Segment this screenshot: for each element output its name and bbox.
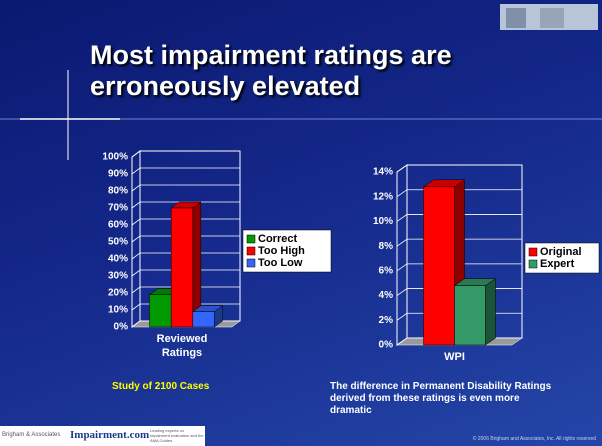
y-tick-label: 6% [379, 265, 394, 276]
y-tick-label: 2% [379, 315, 394, 326]
legend-swatch [246, 234, 256, 244]
logo-company: Brigham & Associates [2, 432, 61, 438]
y-tick-label: 100% [102, 152, 128, 163]
y-tick-label: 12% [373, 191, 393, 202]
legend-swatch [246, 246, 256, 256]
caption: Study of 2100 Cases [112, 381, 210, 392]
y-tick-label: 90% [108, 169, 128, 180]
bar-front [149, 294, 172, 328]
header-photo-part [506, 8, 526, 28]
grid-line [131, 201, 240, 209]
x-tick-label: WPI [444, 351, 465, 363]
legend-swatch [246, 258, 256, 268]
side-wall [396, 164, 408, 346]
legend-label: Correct [258, 233, 297, 245]
slide-title: Most impairment ratings are erroneously … [90, 40, 452, 101]
logo-site: Impairment.com [70, 429, 150, 441]
y-tick-label: 70% [108, 203, 128, 214]
y-tick-label: 8% [379, 241, 394, 252]
legend-swatch [528, 259, 538, 269]
y-tick-label: 4% [379, 290, 394, 301]
y-tick-label: 0% [379, 340, 394, 351]
x-tick-label: Reviewed Ratings [156, 333, 208, 359]
y-tick-label: 40% [108, 254, 128, 265]
grid-line [396, 214, 522, 222]
legend-label: Original [540, 246, 582, 258]
grid-line [131, 286, 240, 294]
footer: © 2006 Brigham and Associates, Inc. All … [472, 436, 596, 442]
y-tick-label: 10% [108, 305, 128, 316]
grid-line [131, 184, 240, 192]
bar [192, 305, 224, 328]
logo-strip: Brigham & Associates Impairment.com Lead… [0, 426, 205, 446]
y-tick-label: 14% [373, 167, 393, 178]
bar-side [485, 278, 496, 346]
y-tick-label: 20% [108, 288, 128, 299]
grid-line [131, 303, 240, 311]
y-tick-label: 50% [108, 237, 128, 248]
legend-label: Too Low [258, 257, 303, 269]
legend-label: Too High [258, 245, 305, 257]
caption: The difference in Permanent Disability R… [330, 381, 552, 416]
y-tick-label: 10% [373, 216, 393, 227]
legend-box [242, 229, 332, 273]
grid-line [131, 235, 240, 243]
bar [170, 201, 202, 328]
y-tick-label: 80% [108, 186, 128, 197]
bar-front [170, 207, 194, 328]
grid-line [396, 263, 522, 272]
header-photo-part [540, 8, 564, 28]
grid-line [396, 164, 522, 173]
grid-line [131, 218, 240, 226]
grid-line [131, 269, 240, 277]
grid-line [131, 252, 240, 260]
grid-line [396, 238, 522, 247]
legend-swatch [528, 247, 538, 257]
logo-tagline: Leading experts on impairment evaluation… [150, 428, 204, 443]
bar-front [192, 311, 215, 328]
bar-front [454, 285, 486, 346]
y-tick-label: 0% [114, 322, 129, 333]
grid-line [396, 189, 522, 198]
bar-front [423, 186, 455, 346]
y-tick-label: 60% [108, 220, 128, 231]
legend-box [524, 242, 600, 274]
grid-line [131, 167, 240, 175]
grid-line [131, 150, 240, 158]
bar [453, 278, 497, 346]
legend-label: Expert [540, 258, 575, 270]
y-tick-label: 30% [108, 271, 128, 282]
